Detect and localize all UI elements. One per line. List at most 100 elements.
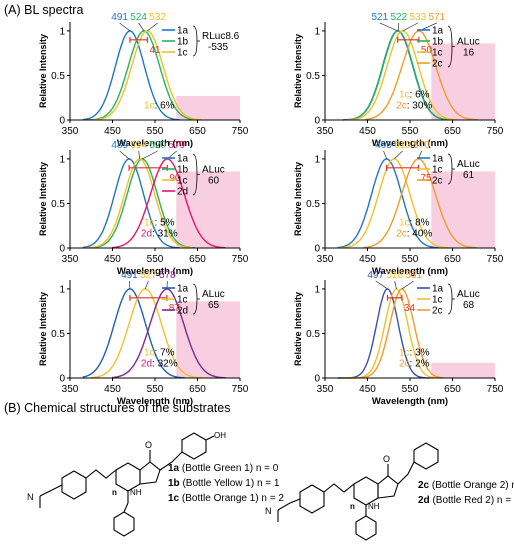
peak-label-1b: 524: [130, 12, 147, 23]
y-tick-label: 0.5: [306, 71, 320, 82]
peak-label-2c: 531: [405, 270, 422, 281]
peak-leader: [142, 150, 158, 160]
x-tick-label: 750: [487, 254, 504, 265]
shift-label: 87: [169, 303, 181, 314]
legend-brace: [192, 283, 200, 315]
x-tick-label: 550: [147, 254, 164, 265]
legend-title: ALuc: [457, 289, 480, 300]
series-line-2d: [111, 288, 226, 379]
ratio-note-2c: 2c: 2%: [399, 358, 430, 369]
chart-ALuc16: 350 450 550 650 750 0 0.5 1 Wavelength (nm) Relat…: [293, 12, 504, 149]
ratio-note-1c: 1c: 3%: [399, 347, 430, 358]
legend-title: ALuc: [457, 159, 480, 170]
peak-label-2d: 578: [159, 270, 176, 281]
peak-leader: [147, 22, 158, 32]
y-tick-label: 1: [59, 26, 65, 37]
legend-entry-1a: 1a: [177, 284, 189, 295]
pyrazine-ring: [353, 476, 379, 506]
substrate-description: (Bottle Red 2) n = 3: [430, 495, 514, 506]
y-tick-label: 0.5: [306, 199, 320, 210]
y-tick-label: 0: [59, 374, 65, 385]
ratio-note-1c: 1c: 5%: [144, 217, 175, 228]
legend-entry-1c: 1c: [432, 165, 443, 176]
n-index: n: [350, 502, 355, 511]
x-tick-label: 750: [232, 126, 249, 137]
y-tick-label: 1: [314, 26, 320, 37]
substrate-entry-1b: 1b (Bottle Yellow 1) n = 1: [168, 478, 280, 489]
ratio-value: : 3%: [410, 347, 430, 358]
oh-label: OH: [214, 431, 226, 440]
peak-leader: [138, 22, 145, 32]
legend-entry-1b: 1b: [177, 165, 189, 176]
x-tick-label: 750: [487, 384, 504, 395]
ratio-value: : 7%: [155, 347, 175, 358]
series-line-1c: [339, 158, 449, 249]
ratio-note-1c: 1c: 8%: [399, 217, 430, 228]
n-atom: N: [265, 506, 272, 516]
peak-leader: [379, 22, 398, 32]
ratio-value: : 31%: [152, 228, 178, 239]
x-axis-label: Wavelength (nm): [117, 138, 193, 149]
series-line-1c: [90, 288, 202, 379]
x-tick-label: 350: [62, 126, 79, 137]
y-axis-label: Relative Intensity: [38, 162, 48, 236]
series-line-1a: [337, 158, 439, 249]
peak-leader: [138, 150, 141, 159]
benzyl-linker: [397, 461, 415, 485]
peak-leader: [397, 22, 400, 31]
substrate-code: 1a: [168, 463, 180, 474]
oh-bond: [205, 435, 215, 441]
legend-entry-1a: 1a: [432, 284, 444, 295]
benzyl-linker: [159, 451, 183, 471]
legend-title: 16: [463, 48, 475, 59]
x-tick-label: 750: [487, 126, 504, 137]
substrate-entry-2d: 2d (Bottle Red 2) n = 3: [418, 495, 514, 506]
y-tick-label: 0: [314, 244, 320, 255]
x-tick-label: 650: [444, 254, 461, 265]
legend-title: 60: [208, 176, 220, 187]
bond: [277, 502, 291, 511]
bond: [289, 498, 301, 504]
structure-left: [39, 432, 215, 537]
y-tick-label: 0.5: [51, 71, 65, 82]
x-tick-label: 550: [147, 126, 164, 137]
y-tick-label: 0: [59, 116, 65, 127]
x-tick-label: 350: [317, 126, 334, 137]
legend-entry-1b: 1b: [432, 37, 444, 48]
legend-entry-1b: 1b: [177, 37, 189, 48]
y-tick-label: 1: [59, 284, 65, 295]
legend-entry-1a: 1a: [432, 154, 444, 165]
ratio-code: 1c: [399, 217, 410, 228]
series-line-2c: [364, 30, 478, 121]
y-axis-label: Relative Intensity: [38, 292, 48, 366]
n-index: n: [112, 488, 117, 497]
peak-label-1c: 518: [386, 270, 403, 281]
benzyl-ring: [413, 442, 439, 470]
x-tick-label: 450: [359, 126, 376, 137]
ratio-value: : 8%: [410, 217, 430, 228]
peak-leader: [119, 150, 130, 160]
peak-label-1c: 513: [394, 140, 411, 151]
peak-leader: [144, 280, 149, 290]
ratio-note-2d: 2d: 31%: [141, 228, 178, 239]
ratio-code: 1c: [144, 347, 155, 358]
legend-entry-2c: 2c: [432, 176, 443, 187]
structure-right: [277, 442, 439, 541]
benzyl-linker: [123, 502, 129, 513]
substrate-entry-1a: 1a (Bottle Green 1) n = 0: [168, 463, 279, 474]
peak-label-2d: 579: [168, 140, 185, 151]
y-tick-label: 0: [59, 244, 65, 255]
legend-brace: [447, 153, 455, 185]
substrate-entry-2c: 2c (Bottle Orange 2) n = 2: [418, 480, 514, 491]
legend-entry-2c: 2c: [432, 59, 443, 70]
ratio-value: : 5%: [155, 217, 175, 228]
ratio-note-1c: 1c: 6%: [144, 100, 175, 111]
pyrazine-ring: [115, 462, 141, 492]
peak-leader: [375, 280, 388, 290]
phenyl-ring: [61, 470, 87, 500]
substrate-description: (Bottle Yellow 1) n = 1: [180, 478, 280, 489]
ratio-note-2d: 2d: 32%: [141, 358, 178, 369]
shift-label: 50: [421, 45, 433, 56]
shift-label: 41: [149, 45, 161, 56]
x-axis-label: Wavelength (nm): [117, 396, 193, 407]
